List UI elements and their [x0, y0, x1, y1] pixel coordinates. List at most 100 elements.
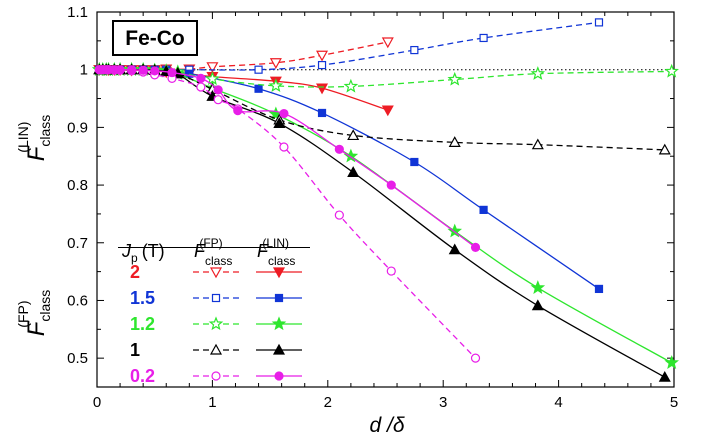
legend-label: 2 — [130, 262, 140, 282]
data-point-lin — [334, 144, 344, 154]
y-tick-label: 0.7 — [67, 235, 88, 252]
axes: 0 1 2 3 4 5 0.5 0.6 0.7 0.8 0.9 1 1.1 — [67, 4, 678, 411]
data-point-lin — [410, 157, 419, 167]
data-point-fp — [279, 142, 289, 152]
data-point-lin — [664, 355, 679, 369]
data-point-fp — [447, 71, 463, 86]
data-point-lin — [233, 106, 243, 116]
data-point-fp — [213, 95, 223, 105]
plot-frame — [96, 11, 675, 388]
data-point-fp — [196, 82, 206, 92]
data-point-fp — [269, 58, 282, 70]
x-tick-label: 1 — [208, 394, 216, 411]
data-point-lin — [594, 284, 604, 294]
legend-marker-fp — [209, 343, 223, 355]
data-point-lin — [317, 108, 327, 118]
legend-header-lin: Fclass(LIN) — [257, 236, 295, 268]
legend-entry: 1 — [130, 340, 302, 360]
series-line-lin — [99, 69, 600, 290]
y-tick-label: 1 — [80, 62, 88, 79]
legend-entry: 1.2 — [130, 314, 302, 334]
data-point-fp — [594, 18, 604, 27]
y-axis-label-bottom: Fclass(FP) — [15, 290, 53, 337]
data-point-fp — [334, 210, 344, 220]
data-point-fp — [410, 45, 419, 55]
data-point-fp — [317, 60, 327, 70]
x-axis-label: d /δ — [369, 414, 404, 437]
series-line-lin — [99, 69, 476, 248]
legend-marker-fp — [209, 267, 223, 279]
series-line-lin — [99, 69, 673, 364]
series-1 — [93, 63, 671, 382]
legend-marker-lin — [271, 316, 287, 331]
data-point-fp — [470, 353, 481, 363]
x-tick-label: 2 — [324, 394, 332, 411]
legend-marker-fp — [211, 371, 221, 381]
data-point-lin — [279, 108, 289, 119]
legend-marker-lin — [274, 371, 284, 381]
data-point-lin — [196, 73, 206, 83]
data-point-lin — [185, 69, 194, 78]
series-line-lin — [99, 69, 666, 378]
data-point-fp — [531, 138, 544, 150]
data-point-fp — [347, 129, 360, 141]
data-point-fp — [530, 66, 546, 80]
data-point-lin — [531, 299, 544, 311]
x-tick-label: 3 — [439, 394, 447, 411]
legend-entry: 1.5 — [130, 288, 302, 308]
data-point-lin — [479, 205, 488, 214]
y-tick-label: 0.9 — [67, 119, 88, 136]
legend-rows: 2 1.5 1.2 1 0.2 — [130, 262, 302, 386]
series-group — [92, 18, 679, 382]
legend-label: 1 — [130, 340, 140, 360]
title-box — [112, 20, 198, 56]
legend: Jp (T) Fclass(FP) Fclass(LIN) 2 1.5 1.2 1 0.2 — [118, 236, 310, 386]
data-point-lin — [254, 84, 263, 93]
data-point-lin — [273, 117, 286, 128]
data-point-lin — [448, 243, 461, 255]
legend-marker-fp — [208, 316, 224, 331]
data-point-lin — [530, 280, 546, 294]
data-point-fp — [664, 63, 679, 78]
series-0.2 — [94, 65, 481, 363]
data-point-fp — [254, 65, 263, 74]
data-point-fp — [479, 33, 488, 43]
data-point-lin — [138, 65, 148, 75]
legend-label: 0.2 — [130, 366, 155, 386]
data-point-fp — [381, 37, 394, 49]
data-point-lin — [150, 66, 160, 76]
legend-marker-lin — [272, 343, 286, 355]
data-point-fp — [316, 50, 329, 62]
legend-marker-lin — [274, 293, 284, 303]
chart-title: Fe-Co — [125, 27, 185, 50]
data-point-lin — [167, 67, 177, 78]
data-point-lin — [213, 85, 223, 95]
data-point-lin — [115, 65, 125, 75]
legend-marker-lin — [272, 267, 286, 279]
legend-entry: 2 — [130, 262, 302, 282]
x-tick-label: 4 — [554, 394, 562, 411]
legend-header-fp: Fclass(FP) — [194, 236, 232, 268]
data-point-lin — [470, 242, 481, 252]
y-tick-label: 0.8 — [67, 177, 88, 194]
y-tick-label: 1.1 — [67, 4, 88, 21]
legend-entry: 0.2 — [130, 366, 302, 386]
y-axis-label-top: Fclass(LIN) — [15, 115, 53, 162]
data-point-fp — [448, 136, 461, 147]
data-point-lin — [381, 105, 394, 117]
x-tick-label: 0 — [93, 394, 101, 411]
data-point-lin — [658, 370, 671, 382]
data-point-lin — [386, 180, 396, 190]
legend-header-jp: Jp (T) — [121, 241, 165, 265]
legend-label: 1.2 — [130, 314, 155, 334]
data-point-fp — [386, 266, 396, 276]
data-point-fp — [658, 143, 671, 155]
x-tick-label: 5 — [670, 394, 678, 411]
series-line-fp — [99, 69, 476, 359]
data-point-lin — [347, 166, 360, 177]
data-point-lin — [127, 65, 137, 75]
legend-label: 1.5 — [130, 288, 155, 308]
legend-marker-fp — [211, 293, 221, 303]
data-point-fp — [206, 62, 219, 74]
